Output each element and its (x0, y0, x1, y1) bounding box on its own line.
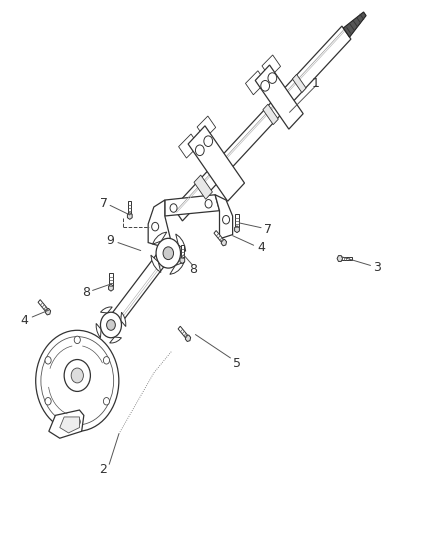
Polygon shape (148, 200, 171, 246)
Polygon shape (180, 245, 184, 259)
Polygon shape (120, 312, 126, 327)
Polygon shape (245, 71, 265, 95)
Polygon shape (164, 195, 219, 216)
Polygon shape (96, 324, 101, 338)
Polygon shape (45, 309, 50, 315)
Polygon shape (109, 272, 112, 286)
Polygon shape (254, 65, 303, 129)
Polygon shape (110, 337, 121, 343)
Polygon shape (336, 256, 342, 261)
Circle shape (74, 336, 80, 344)
Polygon shape (262, 104, 278, 125)
Text: 4: 4 (21, 314, 28, 327)
Circle shape (71, 368, 83, 383)
Polygon shape (38, 300, 48, 312)
Polygon shape (151, 255, 161, 272)
Polygon shape (341, 257, 352, 261)
Polygon shape (180, 257, 184, 263)
Polygon shape (213, 231, 223, 243)
Circle shape (100, 312, 121, 338)
Circle shape (162, 247, 173, 260)
Polygon shape (60, 417, 79, 433)
Text: 2: 2 (99, 463, 107, 476)
Polygon shape (185, 335, 190, 342)
Circle shape (267, 73, 276, 83)
Polygon shape (178, 134, 198, 158)
Polygon shape (108, 285, 113, 291)
Polygon shape (235, 214, 238, 228)
Polygon shape (170, 262, 184, 274)
Circle shape (203, 136, 212, 147)
Circle shape (103, 398, 109, 405)
Polygon shape (152, 232, 166, 244)
Polygon shape (173, 26, 350, 221)
Text: 4: 4 (257, 241, 265, 254)
Circle shape (45, 398, 51, 405)
Text: 3: 3 (372, 261, 380, 274)
Polygon shape (261, 55, 280, 77)
Circle shape (45, 357, 51, 364)
Text: 9: 9 (106, 235, 114, 247)
Circle shape (195, 145, 204, 156)
Polygon shape (127, 213, 132, 220)
Text: 8: 8 (189, 263, 197, 276)
Text: 1: 1 (311, 77, 319, 90)
Circle shape (64, 360, 90, 391)
Polygon shape (175, 234, 185, 252)
Text: 7: 7 (263, 223, 271, 236)
Polygon shape (49, 410, 84, 438)
Circle shape (170, 204, 177, 212)
Polygon shape (100, 307, 112, 313)
Text: 5: 5 (233, 357, 240, 370)
Circle shape (222, 215, 229, 224)
Polygon shape (178, 326, 187, 338)
Polygon shape (194, 175, 212, 199)
Ellipse shape (35, 330, 119, 431)
Polygon shape (107, 254, 166, 329)
Circle shape (103, 357, 109, 364)
Circle shape (155, 238, 180, 268)
Polygon shape (128, 201, 131, 214)
Polygon shape (187, 126, 244, 201)
Circle shape (74, 418, 80, 425)
Polygon shape (197, 116, 215, 139)
Polygon shape (234, 226, 239, 232)
Text: 8: 8 (82, 286, 90, 298)
Circle shape (205, 199, 212, 208)
Circle shape (106, 320, 115, 330)
Polygon shape (221, 239, 226, 246)
Polygon shape (343, 12, 365, 37)
Polygon shape (215, 195, 232, 239)
Circle shape (260, 80, 269, 91)
Text: 7: 7 (99, 197, 107, 211)
Circle shape (151, 222, 158, 231)
Polygon shape (292, 75, 305, 93)
